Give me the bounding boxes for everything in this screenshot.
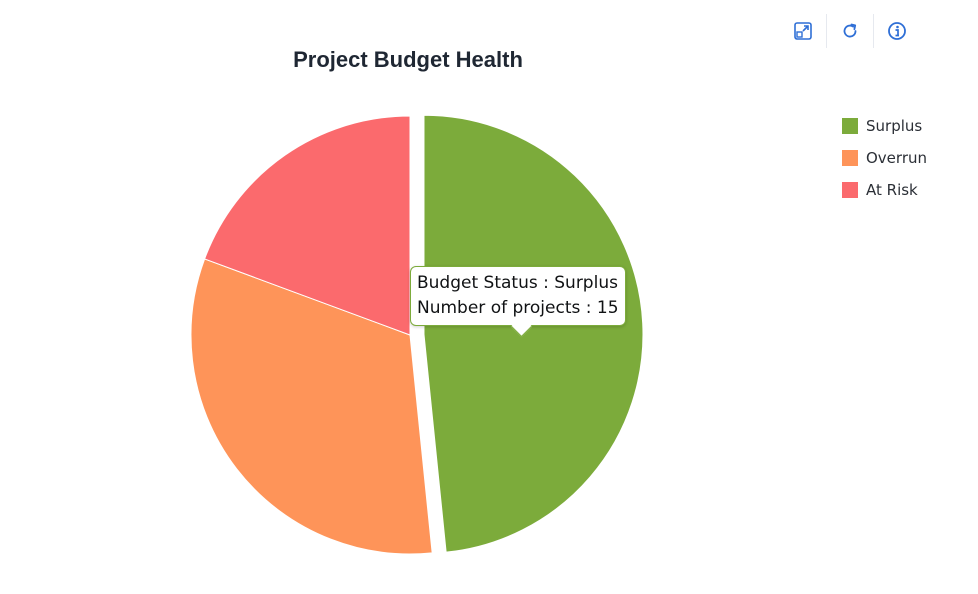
legend-item-overrun[interactable]: Overrun bbox=[842, 142, 972, 174]
expand-button[interactable] bbox=[780, 14, 827, 48]
legend-label: Overrun bbox=[866, 149, 927, 167]
legend-label: At Risk bbox=[866, 181, 918, 199]
tooltip-line-1: Budget Status : Surplus bbox=[417, 273, 618, 293]
legend-item-at-risk[interactable]: At Risk bbox=[842, 174, 972, 206]
pie-slice-at-risk[interactable] bbox=[203, 115, 411, 336]
info-button[interactable] bbox=[874, 14, 920, 48]
chart-legend: Surplus Overrun At Risk bbox=[842, 110, 972, 206]
tooltip-line-2: Number of projects : 15 bbox=[417, 298, 619, 318]
legend-swatch-surplus bbox=[842, 118, 858, 134]
legend-swatch-overrun bbox=[842, 150, 858, 166]
legend-item-surplus[interactable]: Surplus bbox=[842, 110, 972, 142]
legend-label: Surplus bbox=[866, 117, 923, 135]
chart-tooltip: Budget Status : Surplus Number of projec… bbox=[410, 266, 626, 338]
chart-toolbar bbox=[780, 14, 920, 48]
pie-slice-overrun[interactable] bbox=[190, 258, 433, 555]
expand-icon bbox=[794, 22, 812, 40]
chart-title: Project Budget Health bbox=[293, 47, 523, 72]
refresh-button[interactable] bbox=[827, 14, 874, 48]
refresh-icon bbox=[843, 23, 857, 38]
legend-swatch-at-risk bbox=[842, 182, 858, 198]
pie-slice-surplus[interactable] bbox=[423, 114, 644, 553]
info-icon bbox=[888, 22, 906, 40]
